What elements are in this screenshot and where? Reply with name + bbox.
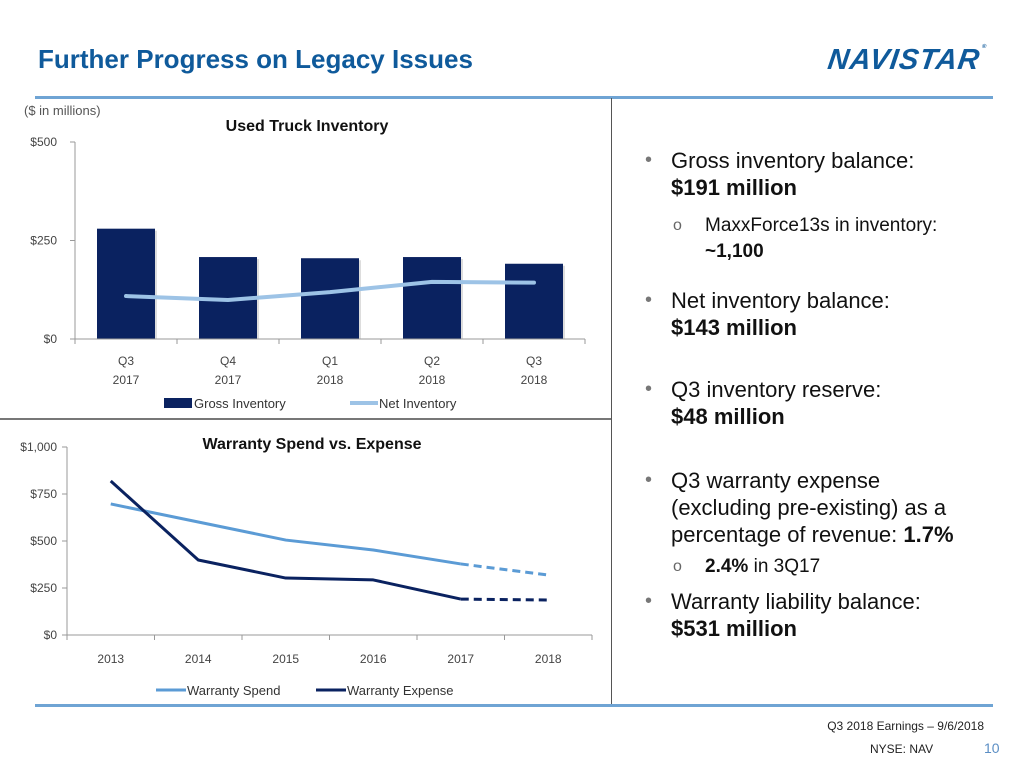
bullet-value: 2.4% xyxy=(705,556,749,577)
bar-gross-inventory xyxy=(505,263,563,339)
bullet-value: $143 million xyxy=(671,315,797,340)
bullet-text: Gross inventory balance: xyxy=(671,148,915,173)
vertical-divider xyxy=(611,98,612,704)
bullet-text: Warranty liability balance: xyxy=(671,589,921,614)
header-divider xyxy=(35,96,993,99)
legend-label: Gross Inventory xyxy=(194,396,286,411)
legend-label: Warranty Spend xyxy=(187,683,280,698)
bullet-text-line: percentage of revenue: xyxy=(671,522,904,547)
bullet-value: $531 million xyxy=(671,616,797,641)
bar-series-gross-inventory xyxy=(97,228,565,339)
bullet-text: MaxxForce13s in inventory: xyxy=(705,215,938,236)
legend-label: Net Inventory xyxy=(379,396,457,411)
y-tick-label: $500 xyxy=(30,534,57,548)
registered-mark: ® xyxy=(981,44,988,50)
bullet-inventory-reserve: Q3 inventory reserve: $48 million xyxy=(645,376,1015,430)
chart-title: Warranty Spend vs. Expense xyxy=(202,436,421,453)
footer-divider xyxy=(35,704,993,707)
y-tick-label: $500 xyxy=(30,135,57,149)
warranty-spend-projected-line xyxy=(460,562,549,577)
units-note: ($ in millions) xyxy=(24,103,101,118)
line-series-group xyxy=(109,479,549,602)
inventory-bullets: Gross inventory balance: $191 million Ma… xyxy=(645,147,1015,430)
y-tick-label: $0 xyxy=(44,332,58,346)
footer-ticker: NYSE: NAV xyxy=(870,742,934,756)
x-tick-label: 2018 xyxy=(317,373,344,387)
x-axis: 2013 2014 2015 2016 2017 2018 xyxy=(66,634,593,666)
y-axis: $0 $250 $500 xyxy=(30,135,76,346)
line-series-net-inventory xyxy=(124,279,536,302)
x-tick-label: 2015 xyxy=(272,652,299,666)
bullet-value: ~1,100 xyxy=(705,241,764,262)
warranty-expense-projected-line xyxy=(460,597,549,602)
bullet-warranty-expense: Q3 warranty expense (excluding pre-exist… xyxy=(645,467,1015,548)
bullet-text: Q3 inventory reserve: xyxy=(671,377,882,402)
chart-title: Used Truck Inventory xyxy=(226,118,389,135)
y-tick-label: $750 xyxy=(30,487,57,501)
legend: Gross Inventory Net Inventory xyxy=(164,396,457,411)
bullet-text: in 3Q17 xyxy=(748,556,821,577)
x-tick-label: Q3 xyxy=(526,354,542,368)
x-tick-label: 2013 xyxy=(97,652,124,666)
bullet-text-line: Q3 warranty expense xyxy=(671,468,881,493)
warranty-bullets: Q3 warranty expense (excluding pre-exist… xyxy=(645,467,1015,642)
footer-event: Q3 2018 Earnings – 9/6/2018 xyxy=(827,719,984,733)
subbullet-maxxforce: MaxxForce13s in inventory: ~1,100 xyxy=(645,213,1015,265)
bullet-value: $191 million xyxy=(671,175,797,200)
y-tick-label: $250 xyxy=(30,234,57,248)
bar-gross-inventory xyxy=(97,228,155,339)
y-axis: $0 $250 $500 $750 $1,000 xyxy=(20,440,68,642)
x-tick-label: 2016 xyxy=(360,652,387,666)
bullet-value: $48 million xyxy=(671,404,785,429)
bar-gross-inventory xyxy=(301,258,359,339)
horizontal-divider xyxy=(0,418,611,420)
x-tick-label: 2018 xyxy=(419,373,446,387)
bar-gross-inventory xyxy=(403,257,461,339)
x-tick-label: 2017 xyxy=(215,373,242,387)
y-tick-label: $0 xyxy=(44,628,58,642)
bullet-net-inventory: Net inventory balance: $143 million xyxy=(645,287,1015,341)
x-tick-label: 2014 xyxy=(185,652,212,666)
subbullet-3q17: 2.4% in 3Q17 xyxy=(645,554,1015,580)
legend: Warranty Spend Warranty Expense xyxy=(156,683,453,698)
page-title: Further Progress on Legacy Issues xyxy=(38,44,473,74)
warranty-spend-vs-expense-chart: Warranty Spend vs. Expense $0 $250 $500 $75… xyxy=(20,436,593,698)
logo-text: NAVISTAR xyxy=(825,44,983,76)
y-tick-label: $1,000 xyxy=(20,440,57,454)
x-tick-label: Q3 xyxy=(118,354,134,368)
bullet-value: 1.7% xyxy=(903,522,954,547)
bullet-text: Net inventory balance: xyxy=(671,288,890,313)
x-tick-label: Q1 xyxy=(322,354,338,368)
x-axis: Q3 2017 Q4 2017 Q1 2018 Q2 2018 Q3 2018 xyxy=(74,338,586,387)
legend-label: Warranty Expense xyxy=(347,683,453,698)
used-truck-inventory-chart: Used Truck Inventory $0 $250 $500 Q3 2017 Q4… xyxy=(30,118,586,411)
x-tick-label: Q4 xyxy=(220,354,236,368)
bullet-gross-inventory: Gross inventory balance: $191 million xyxy=(645,147,1015,201)
legend-swatch-gross xyxy=(164,398,192,408)
x-tick-label: 2018 xyxy=(521,373,548,387)
warranty-spend-line xyxy=(110,502,461,566)
bullet-warranty-liability: Warranty liability balance: $531 million xyxy=(645,588,1015,642)
x-tick-label: 2017 xyxy=(113,373,140,387)
y-tick-label: $250 xyxy=(30,581,57,595)
x-tick-label: Q2 xyxy=(424,354,440,368)
navistar-logo: NAVISTAR® xyxy=(826,44,988,77)
x-tick-label: 2017 xyxy=(447,652,474,666)
x-tick-label: 2018 xyxy=(535,652,562,666)
bullet-text-line: (excluding pre-existing) as a xyxy=(671,495,947,520)
page-number: 10 xyxy=(984,740,1000,756)
